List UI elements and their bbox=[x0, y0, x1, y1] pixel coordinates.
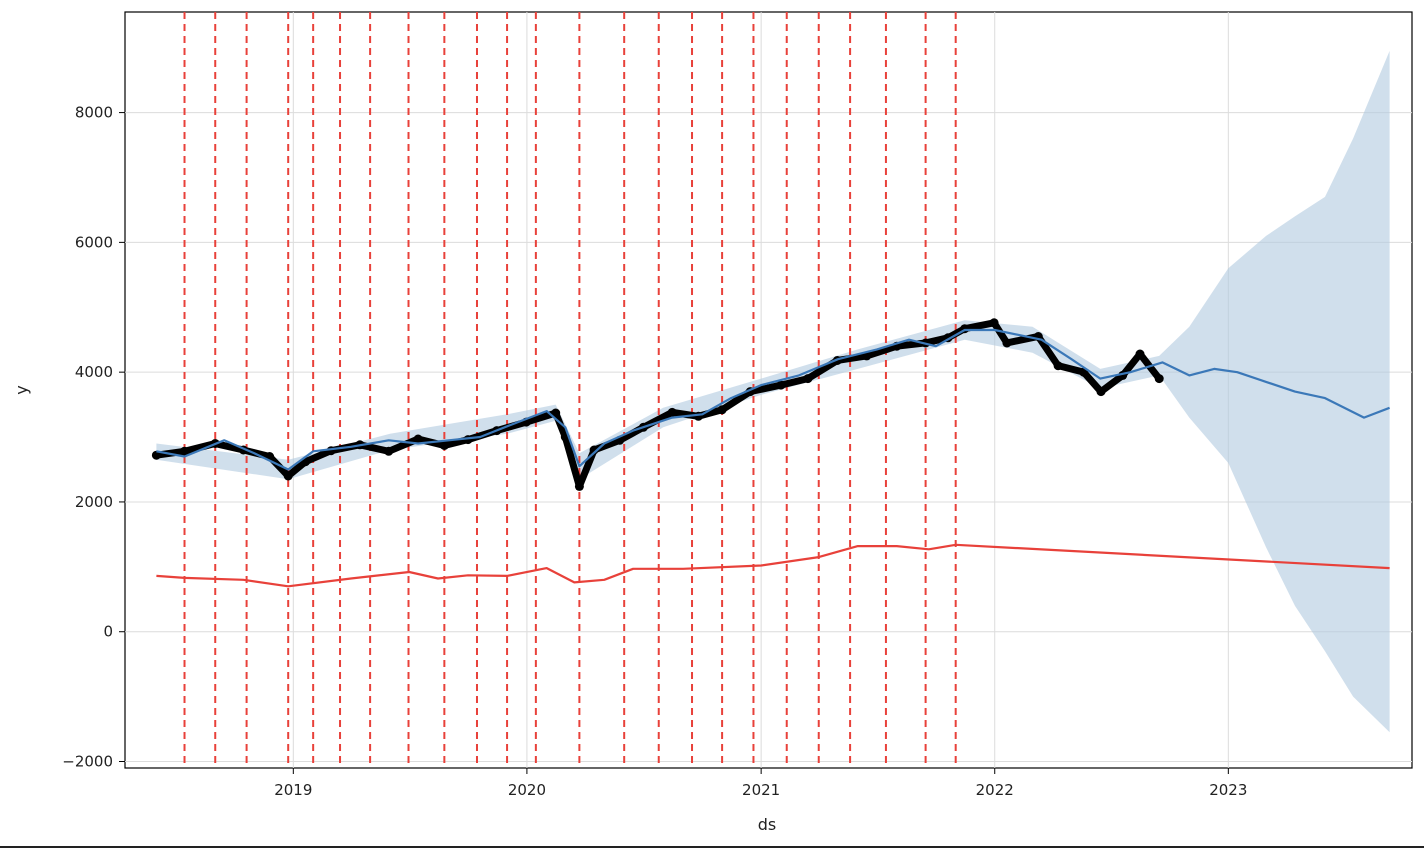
x-tick-label: 2023 bbox=[1209, 781, 1247, 799]
bottom-border bbox=[0, 846, 1424, 848]
x-axis-label: ds bbox=[758, 815, 777, 834]
forecast-line bbox=[156, 328, 1390, 471]
y-tick-label: 2000 bbox=[75, 493, 113, 511]
y-tick-label: −2000 bbox=[62, 753, 113, 771]
y-tick-label: 8000 bbox=[75, 104, 113, 122]
axis-layer: −2000 0 2000 4000 6000 8000 2019 2020 2021 2022 20… bbox=[62, 104, 1247, 799]
x-tick-label: 2020 bbox=[508, 781, 546, 799]
forecast-uncertainty-band bbox=[156, 50, 1390, 733]
y-tick-label: 0 bbox=[103, 623, 113, 641]
y-tick-label: 4000 bbox=[75, 363, 113, 381]
trend-line bbox=[156, 543, 1390, 588]
observed-points-layer bbox=[151, 318, 1164, 491]
changepoint-layer bbox=[183, 12, 957, 768]
x-tick-label: 2022 bbox=[976, 781, 1014, 799]
confidence-band-layer bbox=[156, 50, 1390, 733]
x-tick-label: 2019 bbox=[274, 781, 312, 799]
y-axis-label: y bbox=[12, 385, 31, 394]
x-tick-label: 2021 bbox=[742, 781, 780, 799]
observed-density-path bbox=[152, 319, 1163, 490]
line-layer bbox=[156, 328, 1390, 588]
y-tick-label: 6000 bbox=[75, 233, 113, 251]
plot-area-frame bbox=[124, 11, 1413, 769]
